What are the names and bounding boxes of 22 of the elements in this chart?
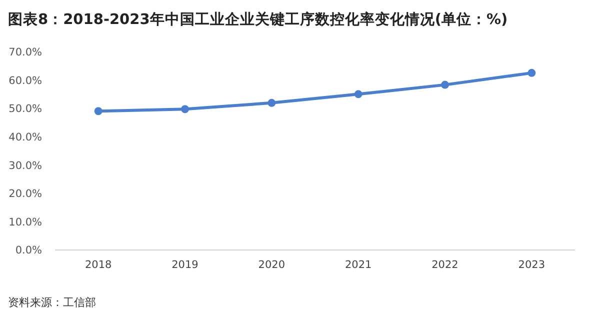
y-tick-label: 70.0% — [8, 46, 42, 59]
point — [354, 90, 362, 98]
x-tick-label: 2019 — [172, 259, 198, 271]
y-tick-label: 50.0% — [8, 103, 42, 116]
y-tick-label: 60.0% — [8, 74, 42, 87]
point — [268, 98, 276, 107]
x-tick-label: 2021 — [344, 259, 372, 271]
y-tick-label: 0.0% — [15, 244, 42, 257]
x-tick-label: 2020 — [258, 259, 286, 271]
x-tick-label: 2023 — [518, 259, 546, 271]
y-tick-label: 10.0% — [8, 216, 42, 228]
point — [181, 105, 189, 114]
point — [94, 107, 102, 116]
text: 资料来源：工信部 — [8, 296, 96, 309]
y-tick-label: 20.0% — [8, 188, 42, 200]
x-tick-label: 2018 — [84, 259, 112, 271]
point — [528, 68, 536, 77]
chart-title: 图表8：2018-2023年中国工业企业关键工序数控化率变化情况(单位：%) — [8, 10, 508, 28]
point — [441, 80, 449, 89]
x-tick-label: 2022 — [432, 259, 458, 271]
y-tick-label: 40.0% — [8, 132, 42, 144]
y-tick-label: 30.0% — [8, 160, 42, 172]
